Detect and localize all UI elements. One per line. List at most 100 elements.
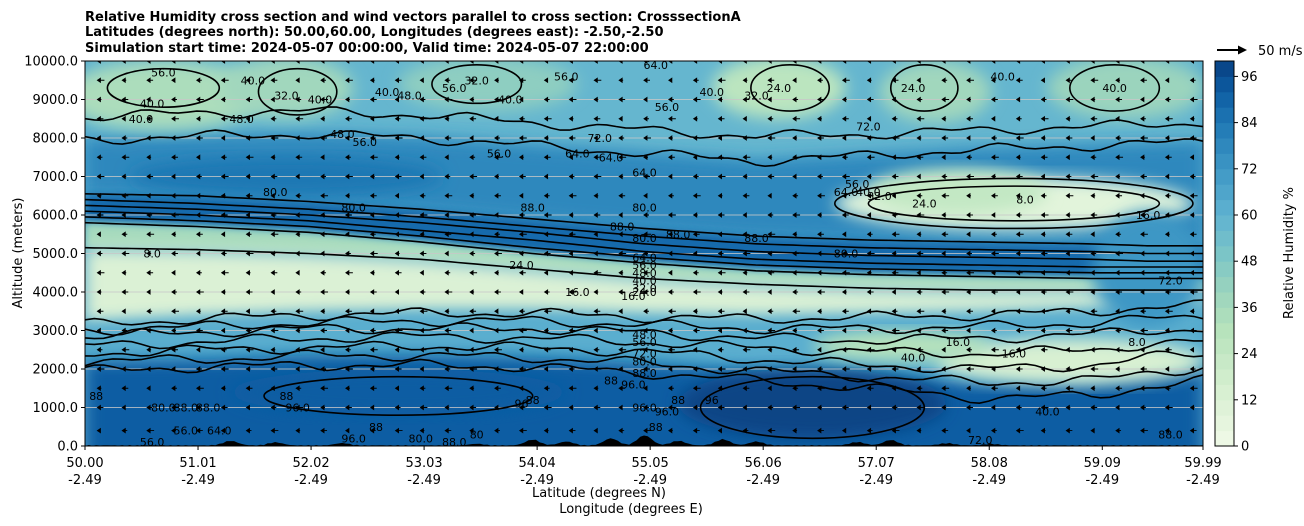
wind-vector bbox=[494, 346, 502, 353]
wind-vector bbox=[96, 346, 103, 353]
wind-vector bbox=[916, 96, 923, 103]
wind-vector bbox=[320, 77, 327, 84]
wind-vector bbox=[668, 269, 673, 276]
contour-label: 96.0 bbox=[632, 402, 657, 415]
wind-vector bbox=[991, 231, 997, 238]
x-axis-label-line-2: Longitude (degrees E) bbox=[559, 502, 703, 517]
wind-vector bbox=[1140, 385, 1145, 392]
wind-vector bbox=[1115, 173, 1121, 180]
wind-vector bbox=[593, 192, 599, 199]
wind-vector bbox=[146, 77, 154, 84]
wind-vector bbox=[320, 385, 329, 392]
wind-vector bbox=[543, 212, 552, 218]
wind-vector bbox=[891, 154, 897, 161]
contour-label: 56.0 bbox=[151, 67, 176, 80]
wind-vector bbox=[171, 231, 176, 238]
wind-vector bbox=[593, 346, 600, 353]
wind-vector bbox=[866, 366, 872, 372]
wind-vector bbox=[817, 308, 822, 315]
wind-vector bbox=[444, 212, 450, 218]
wind-vector bbox=[618, 212, 623, 218]
wind-vector bbox=[220, 173, 229, 180]
wind-vector bbox=[692, 231, 700, 238]
wind-vector bbox=[444, 366, 451, 372]
wind-vector bbox=[767, 212, 774, 218]
wind-vector bbox=[1164, 404, 1173, 411]
wind-vector bbox=[1115, 115, 1120, 122]
wind-vector bbox=[220, 250, 227, 257]
wind-vector bbox=[767, 77, 775, 84]
contour-loop bbox=[699, 375, 926, 440]
wind-vector bbox=[866, 346, 875, 353]
wind-vector bbox=[96, 427, 101, 434]
wind-vector bbox=[369, 173, 375, 180]
wind-vector bbox=[916, 192, 923, 199]
wind-vector bbox=[891, 366, 899, 372]
wind-vector bbox=[1164, 427, 1170, 434]
contour-lines bbox=[85, 64, 1203, 440]
wind-vector bbox=[96, 269, 105, 276]
wind-vector bbox=[394, 173, 402, 180]
wind-vector bbox=[369, 346, 378, 353]
wind-vector bbox=[1140, 427, 1148, 434]
wind-vector bbox=[195, 308, 201, 315]
wind-vector bbox=[394, 115, 401, 122]
wind-vector bbox=[792, 366, 797, 372]
wind-vector bbox=[941, 96, 950, 103]
wind-vector bbox=[121, 385, 129, 392]
colorbar-tick-label: 48 bbox=[1241, 255, 1258, 270]
contour-label: 40.0 bbox=[140, 97, 165, 110]
y-axis: 0.0 1000.0 2000.0 3000.0 4000.0 5000.0 6000.0 7… bbox=[24, 55, 85, 455]
contour-label: 88.0 bbox=[666, 228, 691, 241]
contour-label: 80.0 bbox=[263, 186, 288, 199]
wind-vector bbox=[1090, 308, 1098, 315]
wind-vector bbox=[643, 192, 648, 199]
contour-label: 64.0 bbox=[632, 167, 657, 180]
wind-vector bbox=[1164, 308, 1173, 315]
wind-vector bbox=[1065, 346, 1070, 353]
wind-vector bbox=[1115, 327, 1122, 334]
wind-vector bbox=[518, 154, 524, 161]
wind-vector bbox=[568, 77, 575, 84]
wind-vector bbox=[1189, 77, 1196, 84]
wind-vector bbox=[817, 385, 825, 392]
wind-vector bbox=[891, 327, 900, 334]
wind-vector bbox=[1040, 404, 1049, 411]
wind-vector bbox=[643, 269, 650, 276]
contour-label: 40.0 bbox=[990, 70, 1015, 83]
wind-vector bbox=[1090, 404, 1098, 411]
wind-vector bbox=[966, 154, 972, 161]
wind-vector bbox=[146, 173, 154, 180]
contour-label: 32.0 bbox=[744, 90, 769, 103]
wind-vector bbox=[469, 173, 478, 180]
wind-vector bbox=[841, 427, 847, 434]
wind-vector bbox=[866, 427, 873, 434]
wind-vector bbox=[1140, 404, 1146, 411]
wind-vector bbox=[866, 327, 873, 334]
wind-vector bbox=[1189, 173, 1196, 180]
wind-vector bbox=[171, 404, 179, 411]
wind-vector bbox=[891, 212, 898, 218]
wind-vector bbox=[618, 173, 624, 180]
wind-vector bbox=[345, 115, 352, 122]
plot-area: 56.040.040.0 48.040.032.0 40.048.056.040.0… bbox=[85, 61, 1203, 446]
wind-vector bbox=[866, 250, 875, 257]
wind-vector bbox=[1164, 173, 1170, 180]
wind-vector bbox=[692, 327, 700, 334]
wind-vector bbox=[543, 308, 552, 315]
y-tick-label: 4000.0 bbox=[33, 286, 79, 301]
wind-vector bbox=[618, 269, 624, 276]
wind-vector bbox=[767, 404, 774, 411]
wind-vector bbox=[220, 192, 226, 199]
wind-vector bbox=[568, 173, 575, 180]
wind-vector bbox=[1115, 135, 1122, 141]
wind-vector bbox=[1090, 289, 1096, 295]
x-tick-label-lon: -2.49 bbox=[859, 473, 893, 488]
wind-vector bbox=[270, 427, 279, 434]
contour-label: 56.0 bbox=[442, 82, 467, 95]
wind-vector bbox=[444, 154, 449, 161]
wind-vector bbox=[518, 173, 526, 180]
contour-label: 48.0 bbox=[397, 90, 422, 103]
wind-vector bbox=[518, 366, 526, 372]
wind-vector bbox=[593, 154, 600, 161]
